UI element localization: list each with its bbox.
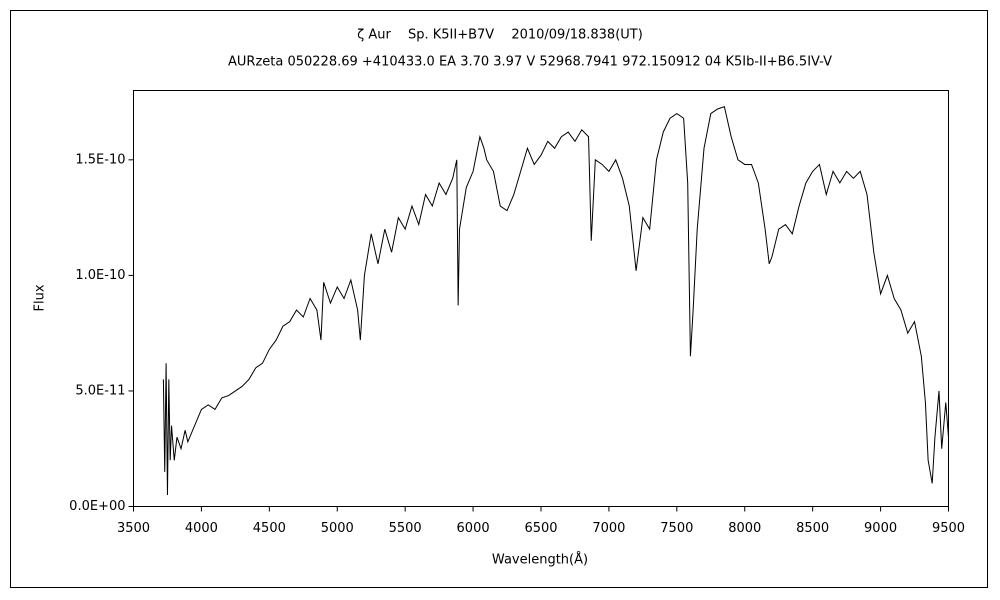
y-tick-label: 1.5E-10 — [75, 152, 125, 167]
frame — [10, 10, 988, 588]
x-tick-label: 6000 — [457, 521, 490, 536]
y-tick-label: 0.0E+00 — [69, 499, 125, 514]
x-tick-label: 9000 — [864, 521, 897, 536]
x-tick-label: 4000 — [185, 521, 218, 536]
spectrum-line — [162, 106, 949, 495]
x-tick-label: 5000 — [321, 521, 354, 536]
chart-title: ζ Aur Sp. K5II+B7V 2010/09/18.838(UT) — [357, 28, 643, 43]
x-tick-label: 6500 — [524, 521, 557, 536]
y-tick-label: 5.0E-11 — [75, 383, 125, 398]
y-tick-label: 1.0E-10 — [75, 268, 125, 283]
x-tick-label: 9500 — [932, 521, 965, 536]
x-tick-label: 3500 — [117, 521, 150, 536]
x-tick-label: 8500 — [796, 521, 829, 536]
x-tick-label: 5500 — [389, 521, 422, 536]
x-tick-label: 8000 — [728, 521, 761, 536]
x-tick-label: 7500 — [660, 521, 693, 536]
y-axis-label: Flux — [33, 284, 48, 311]
x-axis-label: Wavelength(Å) — [492, 552, 588, 568]
x-tick-label: 4500 — [253, 521, 286, 536]
x-tick-label: 7000 — [592, 521, 625, 536]
chart-subtitle: AURzeta 050228.69 +410433.0 EA 3.70 3.97… — [228, 55, 832, 70]
